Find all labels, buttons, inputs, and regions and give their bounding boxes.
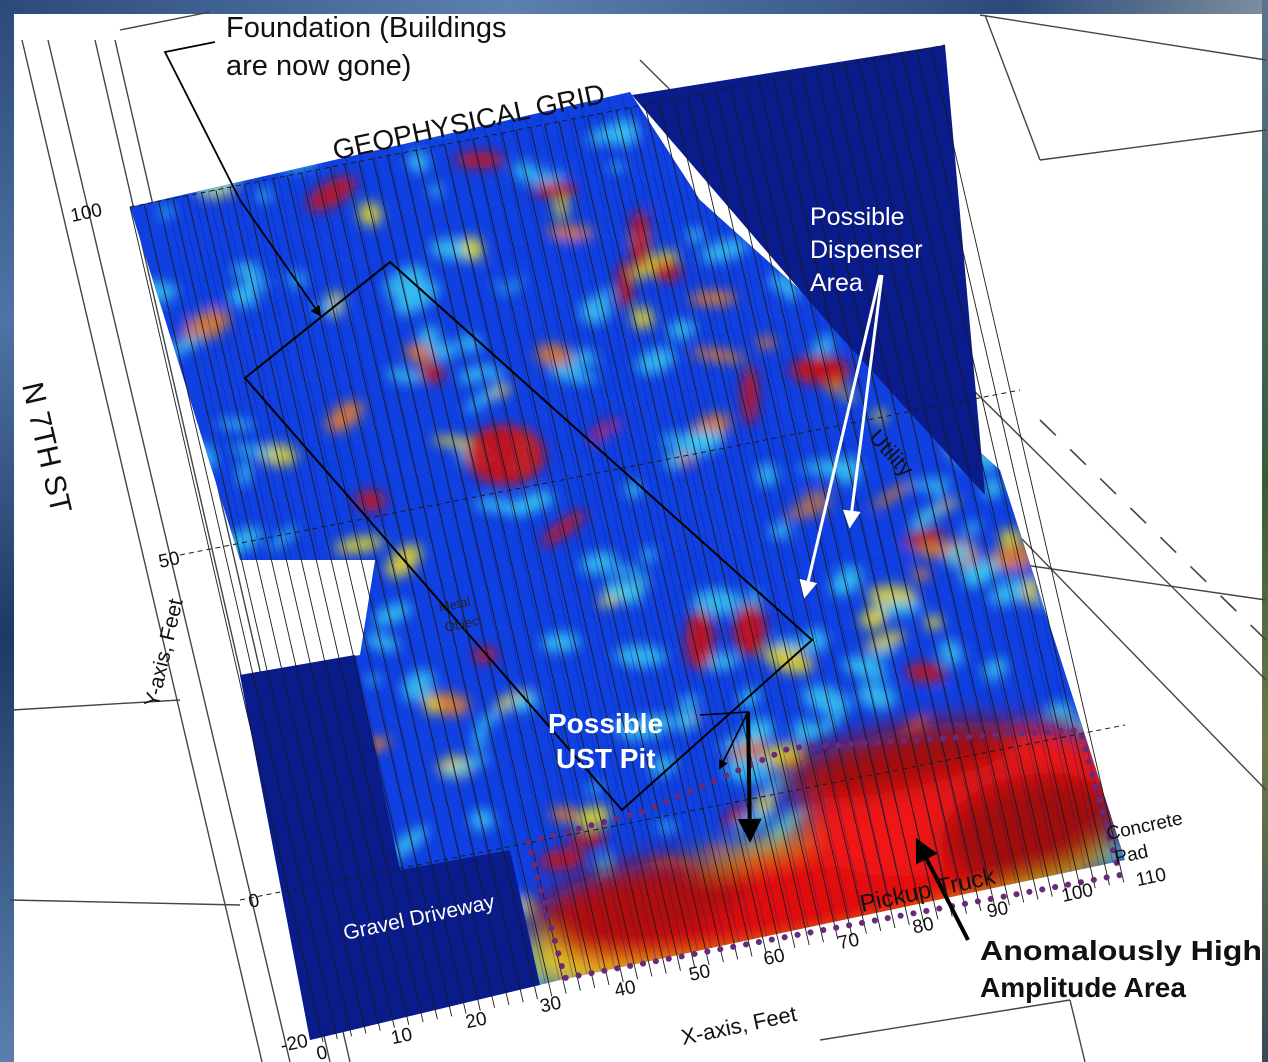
y-axis-label: Y-axis, Feet [140, 597, 187, 710]
anomaly-arrow [915, 837, 970, 941]
anomaly-label-line2: Amplitude Area [980, 972, 1186, 1003]
x-tick-40: 40 [613, 977, 638, 1002]
foundation-arrow [163, 41, 322, 317]
foundation-label-line1: Foundation (Buildings [226, 12, 507, 44]
x-tick-20: 20 [464, 1008, 489, 1033]
ust-pit-label-line2: UST Pit [556, 743, 656, 774]
x-tick-70: 70 [836, 929, 861, 954]
x-tick-110: 110 [1134, 864, 1168, 891]
survey-gridlines-dashed [129, 44, 1126, 901]
y-tick-100: 100 [69, 200, 104, 227]
x-tick-90: 90 [985, 898, 1010, 923]
x-tick-10: 10 [389, 1024, 414, 1049]
slide-frame-top [0, 0, 1268, 14]
x-tick-100: 100 [1060, 880, 1095, 907]
y-tick-neg20: -20 [279, 1031, 310, 1057]
x-tick-80: 80 [911, 914, 936, 939]
dispenser-label-line2: Dispenser [810, 236, 923, 264]
street-name: N 7TH ST [15, 379, 77, 516]
dispenser-label-line3: Area [810, 269, 863, 297]
x-tick-60: 60 [762, 945, 787, 970]
concrete-pad-label-line1: Concrete [1105, 808, 1185, 845]
amplitude-heatmap [130, 92, 1125, 1040]
foundation-label-line2: are now gone) [226, 50, 411, 82]
road-centerline [1039, 419, 1267, 641]
ust-arrow-thick [737, 711, 762, 843]
x-tick-0: 0 [315, 1042, 330, 1062]
dispenser-arrow-2 [842, 274, 884, 529]
survey-grid [129, 47, 1125, 1043]
slide-frame-left [0, 0, 14, 1062]
y-tick-50: 50 [157, 548, 182, 573]
arrows [163, 41, 970, 941]
slide-frame-right [1262, 0, 1268, 1062]
dispenser-label-line1: Possible [810, 203, 905, 231]
x-tick-50: 50 [687, 961, 712, 986]
y-tick-0: 0 [247, 890, 262, 913]
x-axis-label: X-axis, Feet [679, 1001, 799, 1050]
anomaly-label-line1: Anomalously High [980, 935, 1262, 966]
foundation-outline [243, 260, 814, 812]
dispenser-arrow-1 [799, 274, 882, 599]
anomaly-outline [524, 726, 1124, 982]
ust-pit-label-line1: Possible [548, 708, 663, 739]
metal-object-label-line1: Metal [438, 594, 472, 615]
x-tick-30: 30 [538, 993, 563, 1018]
